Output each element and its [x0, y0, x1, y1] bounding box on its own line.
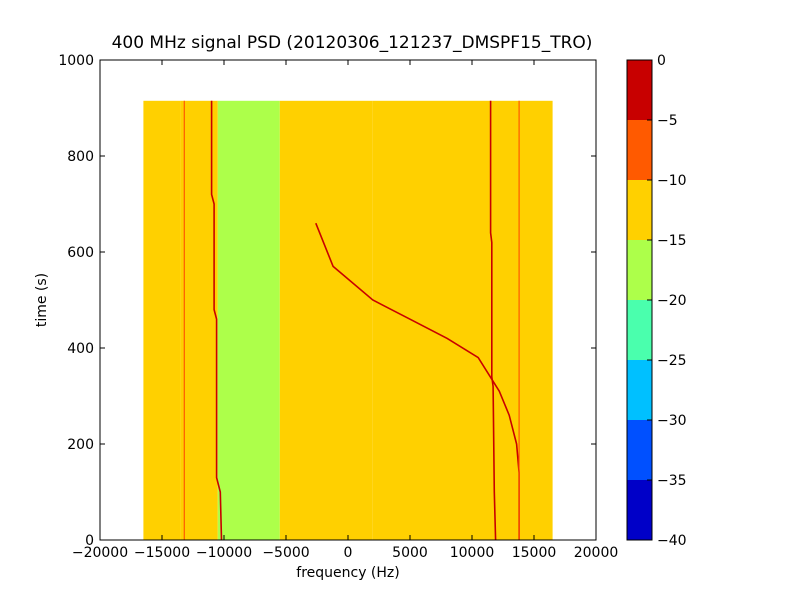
y-tick-label: 0 — [85, 533, 94, 549]
colorbar-tick-label: −35 — [657, 473, 687, 489]
heatmap-layer — [143, 100, 553, 541]
colorbar-level-5 — [627, 180, 652, 240]
x-axis-label: frequency (Hz) — [296, 565, 399, 581]
colorbar-tick-label: −20 — [657, 293, 687, 309]
x-tick-label: 20000 — [574, 545, 619, 561]
x-tick-label: −20000 — [72, 545, 128, 561]
x-tick-label: −10000 — [196, 545, 252, 561]
colorbar-level-3 — [627, 300, 652, 360]
colorbar-level-0 — [627, 480, 652, 540]
y-tick-label: 400 — [67, 341, 94, 357]
heatmap-band-4 — [372, 100, 553, 541]
y-axis-label: time (s) — [34, 273, 50, 327]
y-tick-label: 200 — [67, 437, 94, 453]
heatmap-band-0 — [143, 100, 181, 541]
y-axis: 0 200 400 600 800 1000 — [58, 53, 596, 549]
x-tick-label: −15000 — [134, 545, 190, 561]
colorbar-tick-label: 0 — [657, 53, 666, 69]
colorbar-tick-label: −30 — [657, 413, 687, 429]
plot-area: −20000 −15000 −10000 −5000 0 5000 10000 15000 20… — [58, 53, 618, 561]
y-tick-label: 800 — [67, 149, 94, 165]
colorbar-tick-label: −10 — [657, 173, 687, 189]
signal-layer — [183, 100, 520, 541]
colorbar-level-1 — [627, 420, 652, 480]
x-tick-label: 0 — [344, 545, 353, 561]
colorbar-level-4 — [627, 240, 652, 300]
colorbar-level-7 — [627, 60, 652, 120]
heatmap-band-3 — [279, 100, 373, 541]
y-tick-label: 600 — [67, 245, 94, 261]
x-tick-label: 10000 — [450, 545, 495, 561]
x-tick-label: −5000 — [262, 545, 309, 561]
colorbar-level-2 — [627, 360, 652, 420]
x-tick-label: 5000 — [392, 545, 428, 561]
colorbar-tick-label: −15 — [657, 233, 687, 249]
x-axis: −20000 −15000 −10000 −5000 0 5000 10000 15000 20… — [72, 60, 618, 561]
y-tick-label: 1000 — [58, 53, 94, 69]
signal-trace-0 — [210, 100, 223, 541]
colorbar-level-6 — [627, 120, 652, 180]
heatmap-band-2 — [217, 100, 280, 541]
signal-trace-2 — [315, 222, 520, 540]
colorbar-tick-label: −5 — [657, 113, 678, 129]
colorbar: 0 −5 −10 −15 −20 −25 −30 −35 −40 — [626, 53, 687, 549]
signal-trace-1 — [489, 100, 497, 541]
x-tick-label: 15000 — [512, 545, 557, 561]
chart-title: 400 MHz signal PSD (20120306_121237_DMSP… — [112, 33, 593, 53]
colorbar-tick-label: −25 — [657, 353, 687, 369]
colorbar-tick-label: −40 — [657, 533, 687, 549]
